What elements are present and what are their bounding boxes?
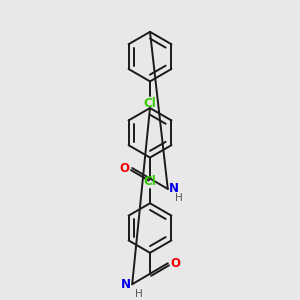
Text: O: O xyxy=(171,257,181,270)
Text: N: N xyxy=(121,278,131,291)
Text: O: O xyxy=(119,161,129,175)
Text: Cl: Cl xyxy=(144,175,156,188)
Text: H: H xyxy=(176,193,183,203)
Text: H: H xyxy=(135,289,143,299)
Text: N: N xyxy=(169,182,179,196)
Text: Cl: Cl xyxy=(144,97,156,110)
